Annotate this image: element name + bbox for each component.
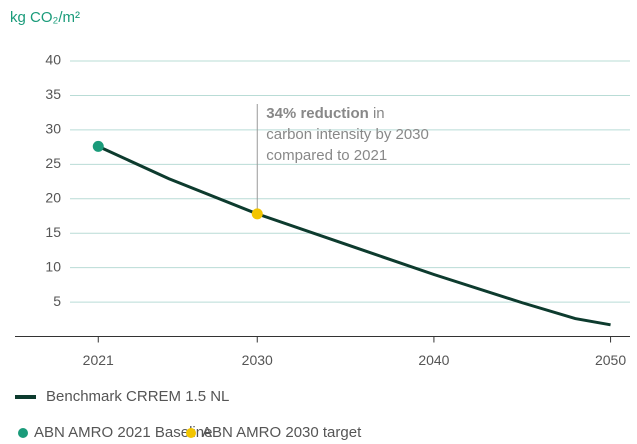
legend-swatch [18,428,28,438]
x-tick-label: 2050 [595,352,626,368]
annotation-text: 34% reduction in [266,105,384,122]
line-series [97,145,611,327]
x-tick-label: 2021 [83,352,114,368]
y-tick-label: 35 [45,86,61,102]
y-tick-label: 40 [45,52,61,68]
y-tick-label: 20 [45,189,61,205]
legend-swatch [186,428,196,438]
annotation-bold: 34% reduction [266,105,369,122]
annotation-text: compared to 2021 [266,147,387,164]
legend-label: ABN AMRO 2030 target [202,424,362,441]
y-tick-label: 15 [45,224,61,240]
x-tick-label: 2030 [242,352,273,368]
x-tick-label: 2040 [418,352,449,368]
y-axis-label: kg CO₂/m² [10,9,80,26]
annotation-rest: in [369,105,385,122]
marker [92,140,104,152]
y-tick-label: 10 [45,258,61,274]
legend-label: ABN AMRO 2021 Baseline [34,424,212,441]
y-tick-label: 5 [53,293,61,309]
legend-label: Benchmark CRREM 1.5 NL [46,388,229,405]
marker [251,208,263,220]
annotation-text: carbon intensity by 2030 [266,126,429,143]
y-tick-label: 25 [45,155,61,171]
y-tick-label: 30 [45,121,61,137]
